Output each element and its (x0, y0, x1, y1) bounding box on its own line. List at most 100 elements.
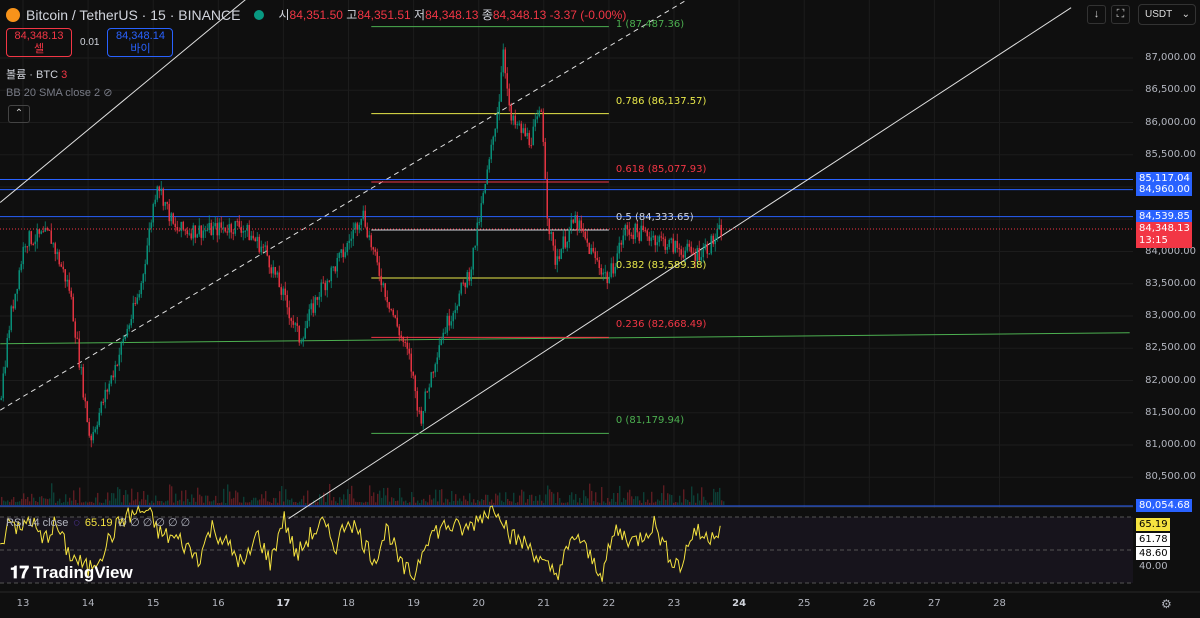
candle (48, 229, 50, 231)
candle (390, 308, 392, 310)
volume-bar (625, 499, 627, 505)
candle (290, 318, 292, 321)
candle (452, 312, 454, 322)
volume-bar (321, 496, 323, 505)
volume-bar (393, 498, 395, 505)
candle (434, 364, 436, 373)
volume-bar (693, 495, 695, 505)
volume-bar (281, 486, 283, 505)
fib-level-label: 0 (81,179.94) (615, 415, 685, 427)
candle (420, 410, 422, 424)
candle (120, 342, 122, 355)
volume-bar (411, 492, 413, 505)
volume-bar (299, 501, 301, 505)
volume-bar (583, 490, 585, 505)
volume-bar (203, 502, 205, 505)
candle (598, 260, 600, 269)
volume-bar (363, 502, 365, 505)
volume-bar (51, 483, 53, 505)
bb-legend[interactable]: BB 20 SMA close 2 ⊘ (6, 87, 113, 99)
volume-bar (65, 494, 67, 505)
volume-bar (151, 500, 153, 505)
volume-bar (241, 502, 243, 505)
volume-bar (357, 502, 359, 505)
buy-button[interactable]: 84,348.14 바이 (107, 28, 174, 57)
rsi-legend[interactable]: RSI 14 close ◌ 65.19 ∅ ∅ ∅ ∅ ∅ ∅ (6, 516, 191, 530)
candle (102, 401, 104, 403)
candle (226, 231, 228, 233)
scroll-down-button[interactable]: ↓ (1087, 5, 1106, 24)
volume-bar (675, 501, 677, 505)
candle (314, 297, 316, 313)
candle (368, 235, 370, 238)
currency-select[interactable]: USDT ⌄ (1138, 4, 1196, 25)
candle (298, 325, 300, 343)
time-axis-label: 21 (537, 598, 551, 609)
volume-bar (407, 502, 409, 505)
candle (372, 247, 374, 250)
candle (552, 232, 554, 246)
candle (318, 296, 320, 300)
volume-bar (153, 502, 155, 505)
loading-icon: ◌ (73, 516, 80, 529)
candle (516, 124, 518, 126)
candle (700, 257, 702, 261)
volume-bar (225, 502, 227, 505)
volume-bar (347, 489, 349, 505)
volume-bar (371, 496, 373, 505)
market-open-icon (254, 9, 265, 20)
time-axis-label: 14 (81, 598, 95, 609)
candle (168, 203, 170, 222)
volume-bar (239, 502, 241, 505)
volume-bar (377, 493, 379, 505)
volume-bar (193, 497, 195, 505)
candle (292, 320, 294, 325)
volume-bar (335, 501, 337, 505)
sell-button[interactable]: 84,348.13 셀 (6, 28, 72, 57)
candle (578, 220, 580, 231)
volume-bar (163, 502, 165, 505)
volume-bar (13, 496, 15, 505)
candle (646, 230, 648, 237)
time-axis-label: 19 (407, 598, 420, 609)
candle (144, 263, 146, 275)
volume-bar (19, 501, 21, 505)
time-axis-label: 28 (993, 598, 1006, 609)
volume-bar (557, 492, 559, 505)
candle (686, 243, 688, 251)
volume-bar (631, 496, 633, 505)
candle (720, 224, 722, 237)
candle (106, 389, 108, 392)
collapse-legend-button[interactable]: ⌃ (8, 105, 30, 123)
volume-bar (485, 494, 487, 505)
candle (408, 348, 410, 354)
volume-bar (389, 501, 391, 505)
candle (530, 145, 532, 147)
volume-bar (501, 500, 503, 505)
volume-legend[interactable]: 볼륨 · BTC 3 (6, 69, 68, 81)
volume-bar (145, 499, 147, 505)
volume-bar (259, 499, 261, 505)
volume-bar (671, 495, 673, 505)
candle (466, 272, 468, 288)
volume-bar (495, 493, 497, 505)
volume-bar (651, 491, 653, 505)
volume-bar (721, 500, 723, 505)
volume-bar (397, 500, 399, 505)
candle (482, 192, 484, 204)
candle (496, 113, 498, 129)
fullscreen-button[interactable]: ⛶ (1111, 5, 1130, 24)
volume-bar (453, 500, 455, 505)
candle (76, 337, 78, 339)
hidden-eye-icon[interactable]: ⊘ (103, 87, 113, 99)
candle (594, 251, 596, 258)
candle (394, 315, 396, 318)
settings-gear-icon[interactable]: ⚙ (1161, 597, 1172, 611)
candle (366, 226, 368, 238)
symbol-title[interactable]: Bitcoin / TetherUS · 15 · BINANCE (26, 6, 241, 23)
candle (54, 243, 56, 254)
candle (590, 248, 592, 254)
candle (356, 223, 358, 230)
candle (386, 296, 388, 303)
